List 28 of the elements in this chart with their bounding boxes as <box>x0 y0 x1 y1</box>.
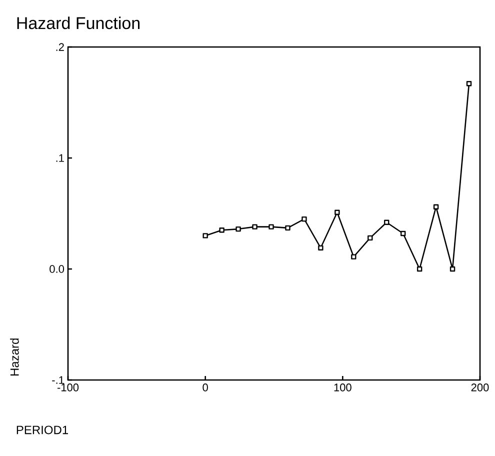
chart-title: Hazard Function <box>17 16 140 30</box>
x-tick-label: 100 <box>334 384 352 392</box>
x-tick-label: 200 <box>471 384 489 392</box>
point <box>268 224 274 230</box>
y-tick-label: 0.0 <box>50 265 64 273</box>
point <box>252 224 258 230</box>
x-tick-label: -100 <box>57 384 79 392</box>
point <box>302 216 307 222</box>
x-tick-label: 0 <box>202 384 208 392</box>
point <box>433 204 439 210</box>
point <box>236 226 241 232</box>
y-tick-label: .1 <box>56 154 64 162</box>
point <box>334 210 340 215</box>
point <box>400 230 406 236</box>
point <box>416 266 422 272</box>
y-tick-label: .2 <box>56 43 64 51</box>
point <box>466 81 472 86</box>
point <box>368 235 373 241</box>
point <box>351 254 356 260</box>
point <box>318 245 324 251</box>
y-tick-label: -.1 <box>52 376 64 384</box>
y-axis-title: Hazard <box>10 338 19 376</box>
point <box>384 220 390 225</box>
point <box>450 266 456 272</box>
point <box>219 228 224 233</box>
point <box>202 233 208 238</box>
x-axis-title: PERIOD1 <box>16 426 68 434</box>
point <box>285 225 290 231</box>
